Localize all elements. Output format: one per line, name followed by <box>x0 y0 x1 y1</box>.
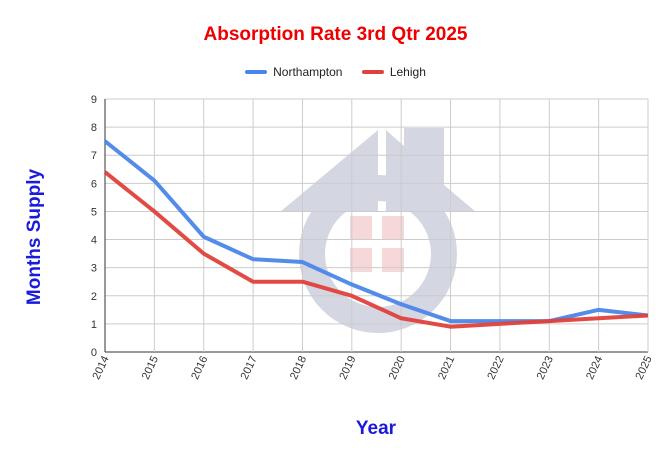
y-tick-label: 6 <box>91 178 97 190</box>
y-tick-label: 2 <box>91 291 97 303</box>
legend-label: Lehigh <box>389 65 426 79</box>
y-tick-label: 4 <box>91 235 97 247</box>
watermark-house-logo <box>280 128 476 333</box>
x-tick-label: 2019 <box>337 354 358 381</box>
legend-item-northampton: Northampton <box>245 65 342 79</box>
y-tick-label: 7 <box>91 150 97 162</box>
legend-item-lehigh: Lehigh <box>361 65 426 79</box>
legend: Northampton Lehigh <box>0 63 671 79</box>
x-tick-label: 2021 <box>436 354 457 381</box>
x-tick-label: 2015 <box>140 354 161 381</box>
y-tick-label: 8 <box>91 122 97 134</box>
y-tick-label: 9 <box>91 94 97 106</box>
x-tick-label: 2022 <box>485 354 506 381</box>
x-axis-label: Year <box>355 418 397 439</box>
y-tick-label: 5 <box>91 206 97 218</box>
series-line-lehigh <box>103 170 649 329</box>
x-tick-label: 2024 <box>584 354 605 381</box>
y-tick-label: 1 <box>91 319 97 331</box>
y-tick-label: 3 <box>91 263 97 275</box>
x-tick-label: 2020 <box>387 354 408 381</box>
x-tick-label: 2023 <box>535 354 556 381</box>
legend-label: Northampton <box>273 65 343 79</box>
x-tick-label: 2025 <box>633 354 654 381</box>
legend-swatch <box>361 70 384 74</box>
chart-title: Absorption Rate 3rd Qtr 2025 <box>203 24 468 45</box>
x-tick-label: 2018 <box>288 354 309 381</box>
y-tick-label: 0 <box>91 347 97 359</box>
x-tick-label: 2016 <box>189 354 210 381</box>
x-tick-label: 2017 <box>239 354 260 381</box>
legend-swatch <box>245 70 268 74</box>
